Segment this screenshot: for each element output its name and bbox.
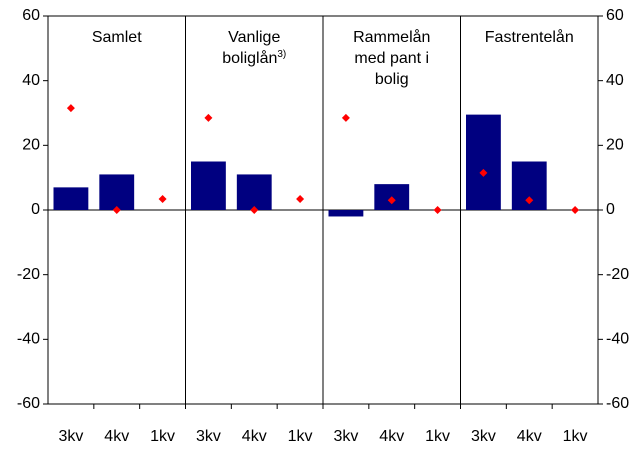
y2-tick-label: -20 xyxy=(606,266,629,283)
diamond-marker xyxy=(158,195,167,204)
diamond-marker xyxy=(296,195,305,204)
x-tick-label: 1kv xyxy=(288,428,313,445)
diamond-marker xyxy=(341,113,350,122)
panel-title-line: med pant i xyxy=(354,50,429,67)
x-tick-label: 4kv xyxy=(379,428,404,445)
panel-title-line: Rammelån xyxy=(353,28,430,46)
bar xyxy=(191,161,226,210)
y-tick-label: 20 xyxy=(22,137,40,154)
panel-title: med pant i xyxy=(354,50,429,67)
diamond-marker xyxy=(525,196,534,205)
y2-tick-label: 60 xyxy=(606,7,624,24)
diamond-marker xyxy=(433,206,442,214)
panel-title: Samlet xyxy=(92,29,142,46)
bar xyxy=(236,174,272,210)
x-tick-label: 4kv xyxy=(104,428,129,445)
panel-title-line: Fastrentelån xyxy=(485,28,574,46)
x-tick-label: 4kv xyxy=(517,428,542,445)
y-tick-label: 60 xyxy=(22,7,40,24)
y2-tick-label: 0 xyxy=(606,201,615,218)
y2-tick-label: -60 xyxy=(606,395,629,412)
diamond-marker xyxy=(204,113,213,122)
x-tick-label: 3kv xyxy=(58,428,83,445)
panel-title-note: 3) xyxy=(277,49,286,60)
panel-title: Vanlige xyxy=(228,29,280,46)
diamond-marker xyxy=(112,206,121,214)
diamond-marker xyxy=(479,168,488,177)
y-tick-label: -40 xyxy=(17,331,40,348)
diamond-marker xyxy=(571,206,580,214)
panel-title: bolig xyxy=(375,71,409,88)
bar xyxy=(99,174,135,210)
x-tick-label: 3kv xyxy=(333,428,358,445)
panel-title: boliglån3) xyxy=(222,49,286,68)
panel-title-line: Samlet xyxy=(92,29,142,46)
y-tick-label: 0 xyxy=(31,201,40,218)
x-tick-label: 4kv xyxy=(242,428,267,445)
panel-title: Rammelån xyxy=(353,28,430,46)
x-tick-label: 3kv xyxy=(196,428,221,445)
y2-tick-label: 20 xyxy=(606,137,624,154)
y2-tick-label: -40 xyxy=(606,331,629,348)
x-tick-label: 3kv xyxy=(471,428,496,445)
panel-title-line: boliglån xyxy=(222,49,277,67)
y2-tick-label: 40 xyxy=(606,72,624,89)
x-tick-label: 1kv xyxy=(425,428,450,445)
y-tick-label: 40 xyxy=(22,72,40,89)
diamond-marker xyxy=(387,196,396,205)
bar xyxy=(328,210,364,217)
x-tick-label: 1kv xyxy=(150,428,175,445)
panel-title-line: bolig xyxy=(375,71,409,88)
bar xyxy=(53,187,89,210)
x-tick-label: 1kv xyxy=(563,428,588,445)
diamond-marker xyxy=(66,104,75,113)
panel-title-line: Vanlige xyxy=(228,29,280,46)
y-tick-label: -60 xyxy=(17,395,40,412)
panel-title: Fastrentelån xyxy=(485,28,574,46)
diamond-marker xyxy=(250,206,259,214)
y-tick-label: -20 xyxy=(17,266,40,283)
bar xyxy=(466,114,501,210)
